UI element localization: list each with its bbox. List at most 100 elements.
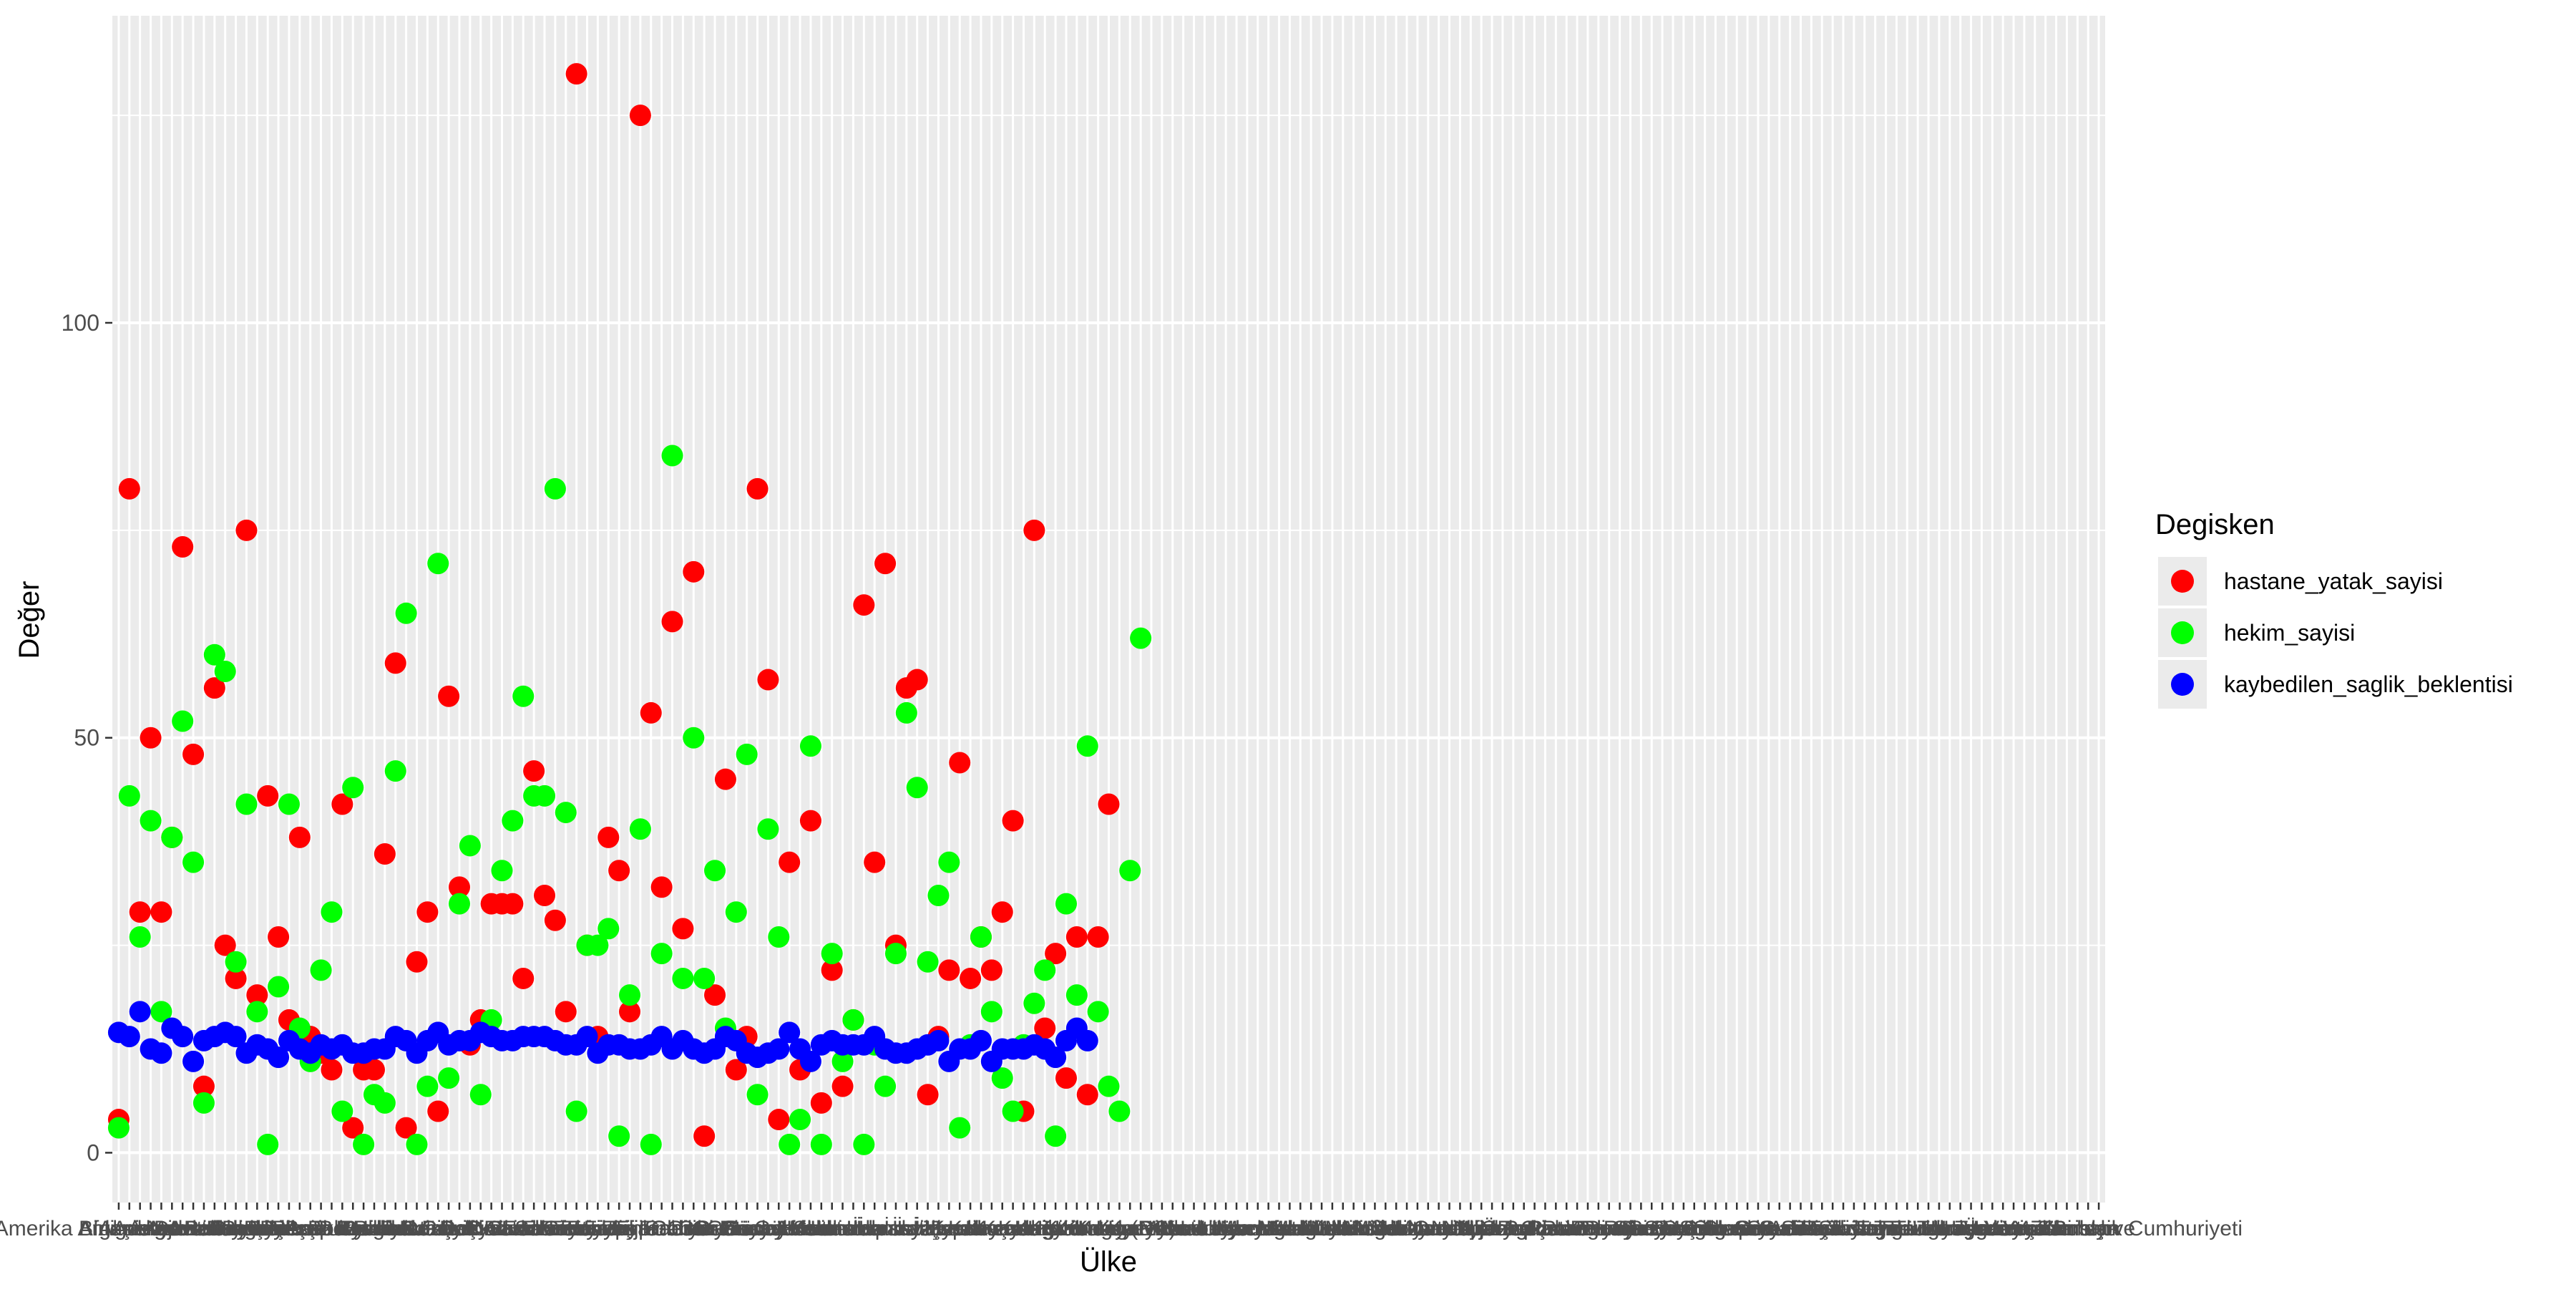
x-tick-label: Botsvana xyxy=(319,1217,409,1240)
x-tick-label: Lesotho xyxy=(1156,1217,1232,1240)
data-point xyxy=(789,1109,811,1131)
data-point xyxy=(1045,1125,1067,1147)
x-tick-label: Portekiz xyxy=(1581,1217,1658,1240)
x-tick-label: Afganistan xyxy=(79,1217,180,1240)
series-kaybedilen_saglik_beklentisi xyxy=(107,1001,1098,1072)
x-tick-label: Slovenya xyxy=(1703,1217,1792,1240)
x-tick-label: Ermenistan xyxy=(522,1217,631,1240)
x-tick-label: Avusturya xyxy=(167,1217,262,1240)
x-tick-label: Kuzey Makedonya xyxy=(1073,1217,1250,1240)
data-point xyxy=(672,918,694,940)
x-tick-label: Barbados xyxy=(222,1217,313,1240)
data-point xyxy=(746,1084,769,1106)
data-point xyxy=(949,752,971,774)
x-tick-label: Tunus xyxy=(1878,1217,1936,1240)
x-tick-label: Irak xyxy=(846,1217,882,1240)
x-tick-label: Norveç xyxy=(1479,1217,1547,1240)
x-tick-label: Hırvatistan xyxy=(781,1217,883,1240)
x-tick-label: Moldova xyxy=(1366,1217,1448,1240)
data-point xyxy=(268,926,290,948)
data-point xyxy=(331,1100,353,1122)
data-point xyxy=(1076,1084,1098,1106)
x-tick-label: Kenya xyxy=(1015,1217,1075,1240)
data-point xyxy=(650,943,673,965)
x-tick-label: Panama xyxy=(1526,1217,1606,1240)
data-point xyxy=(768,1038,790,1060)
x-tick-label: Kamboçya xyxy=(930,1217,1032,1240)
x-tick-label: Benin xyxy=(272,1217,327,1240)
x-tick-label: İsveç xyxy=(892,1217,942,1240)
x-tick-label: Kongo xyxy=(1078,1217,1140,1240)
x-tick-label: Tanzanya Birleşik Cumhuriyeti xyxy=(1955,1217,2243,1240)
data-point xyxy=(640,1133,662,1155)
data-point xyxy=(225,951,247,973)
x-tick-label: Sri Lanka xyxy=(1734,1217,1825,1240)
data-point xyxy=(140,727,162,749)
x-tick-label: Nijerya xyxy=(1458,1217,1526,1240)
x-tick-label: Filipinler xyxy=(611,1217,691,1240)
data-point xyxy=(1065,984,1088,1006)
data-point xyxy=(257,785,279,807)
data-point xyxy=(917,951,939,973)
x-tick-label: Umman xyxy=(1933,1217,2009,1240)
x-tick-label: Togo xyxy=(1852,1217,1898,1240)
x-tick-label: Tuvalu xyxy=(1886,1217,1950,1240)
x-tick-label: Sudan xyxy=(1759,1217,1821,1240)
x-tick-label: Belize xyxy=(260,1217,318,1240)
x-tick-label: San Marino xyxy=(1618,1217,1727,1240)
data-point xyxy=(1098,1075,1120,1097)
data-point xyxy=(629,818,651,840)
x-tick-label: Ruanda xyxy=(1604,1217,1679,1240)
data-point xyxy=(406,1133,428,1155)
x-tick-label: Amerika Birleşik Devletleri xyxy=(0,1217,243,1240)
x-tick-label: Namibya xyxy=(1407,1217,1492,1240)
x-tick-label: Birleşik Krallık xyxy=(264,1217,399,1240)
data-point xyxy=(321,1059,343,1081)
data-point xyxy=(1002,810,1024,832)
x-tick-label: Solomon Adaları xyxy=(1679,1217,1837,1240)
y-tick-label: 100 xyxy=(62,310,99,336)
x-tick-label: Moritanya xyxy=(1370,1217,1465,1240)
x-tick-label: Letonya xyxy=(1166,1217,1243,1240)
data-point xyxy=(853,594,875,616)
x-tick-label: Türkmenistan xyxy=(1874,1217,2004,1240)
data-point xyxy=(779,851,801,873)
x-tick-label: Somali xyxy=(1736,1217,1802,1240)
x-tick-label: Fransa xyxy=(639,1217,706,1240)
x-tick-label: İsviçre xyxy=(897,1217,959,1240)
x-tick-label: Ekvador xyxy=(484,1217,562,1240)
x-tick-label: Hindistan xyxy=(776,1217,866,1240)
data-point xyxy=(192,1075,215,1097)
data-point xyxy=(587,934,609,956)
data-point xyxy=(1023,519,1045,541)
data-point xyxy=(1055,893,1077,915)
data-point xyxy=(182,851,205,873)
x-tick-label: Malta xyxy=(1306,1217,1359,1240)
x-axis: Amerika Birleşik DevletleriAfganistanAlm… xyxy=(0,1203,2243,1240)
x-tick-label: Tayland xyxy=(1828,1217,1901,1240)
x-tick-label: El Salvador xyxy=(489,1217,599,1240)
x-tick-label: Peru xyxy=(1576,1217,1621,1240)
x-tick-label: Grenada xyxy=(694,1217,778,1240)
data-point xyxy=(799,1050,821,1072)
x-tick-label: Rusya xyxy=(1621,1217,1682,1240)
data-point xyxy=(927,885,950,907)
data-point xyxy=(172,1026,194,1048)
x-tick-label: Güney Kore xyxy=(721,1217,836,1240)
x-tick-label: Uganda xyxy=(1912,1217,1987,1240)
data-point xyxy=(693,1125,716,1147)
data-point xyxy=(268,976,290,998)
legend-items: hastane_yatak_sayisi hekim_sayisi kaybedil… xyxy=(2158,557,2513,709)
legend-key xyxy=(2171,673,2194,696)
x-tick-label: Honduras xyxy=(806,1217,899,1240)
x-tick-label: Pakistan xyxy=(1504,1217,1586,1240)
x-tick-label: Dominik Cumhuriyeti xyxy=(403,1217,601,1240)
x-tick-label: Gambiya xyxy=(650,1217,736,1240)
data-point xyxy=(363,1059,385,1081)
legend-item: hastane_yatak_sayisi xyxy=(2158,557,2443,606)
data-point xyxy=(821,959,843,981)
data-point xyxy=(980,1001,1002,1023)
data-point xyxy=(842,1009,864,1031)
x-tick-label: Antigua ve Barbuda xyxy=(78,1217,267,1240)
data-point xyxy=(725,1059,747,1081)
